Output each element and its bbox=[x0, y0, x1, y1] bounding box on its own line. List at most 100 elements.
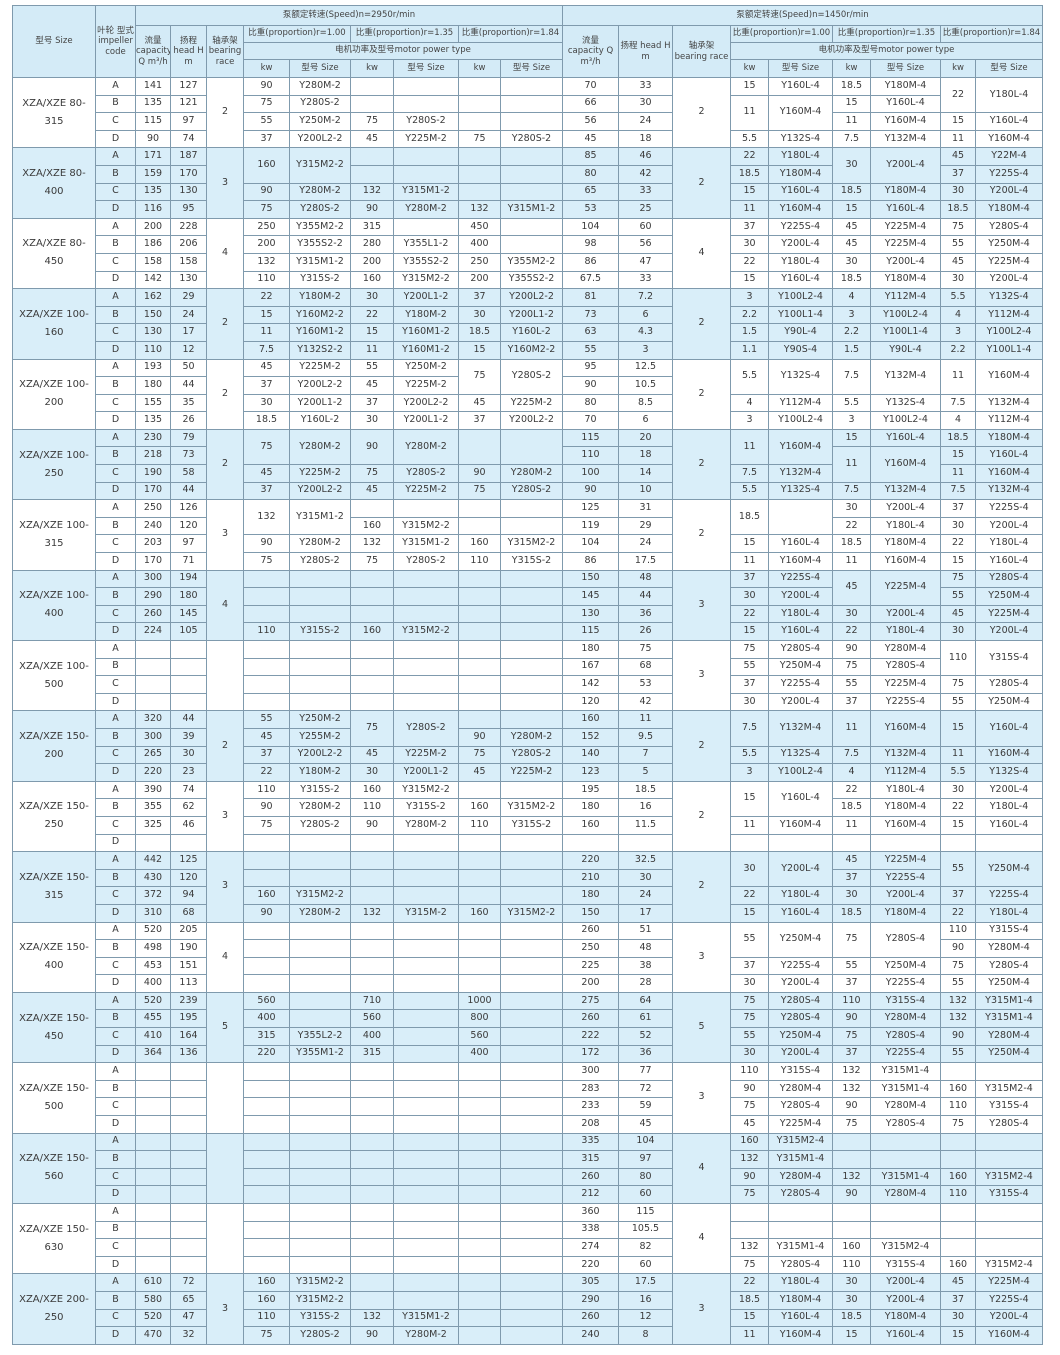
kw-cell: 90 bbox=[458, 464, 501, 483]
table-row: XZA/XZE 100-500 A 180 75 3 75 Y280S-4 90 Y280M-4… bbox=[12, 639, 1043, 712]
kw-cell: 37 bbox=[243, 376, 290, 395]
kw-cell: 90 bbox=[730, 1079, 769, 1099]
capacity-cell: 455 bbox=[135, 1009, 171, 1029]
kw-cell bbox=[458, 640, 501, 659]
kw-cell: 90 bbox=[350, 200, 394, 219]
capacity-cell: 150 bbox=[135, 305, 171, 325]
kw-cell: 90 bbox=[243, 798, 290, 817]
model-cell: XZA/XZE 150-560 bbox=[12, 1132, 96, 1205]
kw-cell bbox=[458, 939, 501, 958]
head-cell: 75 bbox=[618, 640, 673, 659]
kw-cell: 75 bbox=[350, 552, 394, 571]
motor-size-cell: Y200L2-2 bbox=[500, 288, 563, 307]
motor-size-cell: Y315M-2 bbox=[393, 903, 459, 923]
table-row: C 453 151 225 38 37 Y225S-4 55 Y250M-4 75 Y280S-4 bbox=[13, 956, 1043, 976]
kw-cell bbox=[458, 657, 501, 677]
capacity-cell: 260 bbox=[562, 1009, 619, 1029]
kw-cell: 160 bbox=[940, 1079, 976, 1099]
head-cell: 9.5 bbox=[618, 727, 673, 747]
motor-size-cell: Y160L-4 bbox=[975, 446, 1043, 466]
head-cell: 74 bbox=[170, 129, 207, 149]
impeller-code-cell: D bbox=[95, 692, 136, 712]
head-cell: 23 bbox=[170, 763, 207, 782]
kw-cell: 5.5 bbox=[730, 358, 769, 395]
kw-cell: 75 bbox=[730, 1255, 769, 1275]
motor-size-cell: Y180L-4 bbox=[870, 780, 941, 800]
head-cell: 48 bbox=[618, 939, 673, 958]
motor-size-cell: Y112M-4 bbox=[975, 411, 1043, 430]
kw-cell: 37 bbox=[730, 956, 769, 976]
motor-size-cell bbox=[393, 851, 459, 870]
table-row: B 455 195 400 560 800 260 61 75 Y280S-4 90 Y280M-4 1… bbox=[13, 1009, 1043, 1029]
bearing-cell: 4 bbox=[206, 569, 244, 642]
kw-cell: 400 bbox=[458, 235, 501, 254]
kw-cell: 30 bbox=[832, 1273, 871, 1292]
kw-cell: 55 bbox=[730, 657, 769, 677]
motor-size-cell bbox=[289, 833, 351, 853]
bearing-cell: 4 bbox=[672, 1202, 731, 1275]
capacity-cell: 172 bbox=[562, 1044, 619, 1064]
motor-size-cell: Y180L-4 bbox=[768, 147, 833, 166]
kw-cell: 30 bbox=[940, 780, 976, 800]
capacity-cell: 130 bbox=[135, 323, 171, 342]
motor-size-cell: Y225M-4 bbox=[870, 217, 941, 237]
motor-size-cell: Y225M-2 bbox=[500, 393, 563, 413]
motor-size-cell: Y160M-4 bbox=[975, 745, 1043, 765]
motor-size-cell: Y180M-4 bbox=[870, 270, 941, 290]
motor-size-cell bbox=[393, 77, 459, 96]
table-row: C 260 145 130 36 22 Y180L-4 30 Y200L-4 45 Y225M-4 bbox=[13, 604, 1043, 624]
motor-size-cell bbox=[500, 1132, 563, 1152]
table-row: B 186 206 200 Y355S2-2 280 Y355L1-2 400 98 56 30 Y2… bbox=[13, 235, 1043, 254]
motor-size-cell bbox=[500, 868, 563, 888]
motor-size-cell: Y100L2-4 bbox=[975, 323, 1043, 342]
kw-cell bbox=[350, 1132, 394, 1152]
kw-cell: 18.5 bbox=[730, 499, 769, 536]
head-cell bbox=[170, 1203, 207, 1222]
table-row: C 410 164 315 Y355L2-2 400 560 222 52 55 Y250M-4 75… bbox=[13, 1027, 1043, 1046]
impeller-code-cell: D bbox=[95, 622, 136, 641]
kw-cell: 75 bbox=[940, 1115, 976, 1134]
head-cell: 42 bbox=[618, 164, 673, 184]
impeller-code-cell: A bbox=[95, 1062, 136, 1081]
motor-size-cell: Y160M-4 bbox=[870, 112, 941, 131]
kw-cell bbox=[458, 622, 501, 641]
table-row: XZA/XZE 80-400 A 171 187 3 160 Y315M2-2 85 46 2 22… bbox=[12, 147, 1043, 219]
motor-size-cell bbox=[500, 1273, 563, 1292]
motor-size-cell: Y225S-4 bbox=[870, 692, 941, 712]
kw-cell: 400 bbox=[243, 1009, 290, 1029]
kw-cell: 110 bbox=[940, 1185, 976, 1204]
motor-size-cell bbox=[289, 675, 351, 694]
motor-size-cell bbox=[975, 1062, 1043, 1081]
capacity-cell: 115 bbox=[562, 428, 619, 448]
motor-size-cell bbox=[393, 1009, 459, 1029]
head-cell: 80 bbox=[618, 1167, 673, 1187]
kw-cell: 30 bbox=[832, 499, 871, 518]
impeller-code-cell: C bbox=[95, 1167, 136, 1187]
kw-cell: 45 bbox=[940, 604, 976, 624]
capacity-cell: 155 bbox=[135, 393, 171, 413]
table-row: XZA/XZE 80-315 A 141 127 2 90 Y280M-2 70 33 2 15 Y1… bbox=[12, 76, 1043, 149]
motor-size-cell bbox=[289, 1097, 351, 1117]
motor-size-cell: Y225S-4 bbox=[768, 675, 833, 694]
motor-size-cell bbox=[393, 217, 459, 237]
motor-size-cell: Y250M-4 bbox=[975, 235, 1043, 254]
motor-size-cell bbox=[500, 833, 563, 853]
impeller-code-cell: D bbox=[95, 200, 136, 219]
kw-cell: 132 bbox=[243, 499, 290, 536]
kw-cell: 18.5 bbox=[243, 411, 290, 430]
kw-cell bbox=[350, 587, 394, 606]
head-cell: 47 bbox=[618, 252, 673, 272]
capacity-cell: 150 bbox=[562, 903, 619, 923]
motor-size-cell: Y250M-2 bbox=[289, 710, 351, 729]
motor-size-cell: Y225M-2 bbox=[289, 464, 351, 483]
bearing-cell: 2 bbox=[206, 710, 244, 782]
kw-cell bbox=[350, 164, 394, 184]
table-row: C 190 58 45 Y225M-2 75 Y280S-2 90 Y280M-2 100 14 7.… bbox=[13, 464, 1043, 483]
capacity-cell bbox=[135, 1185, 171, 1204]
motor-size-cell bbox=[393, 886, 459, 905]
motor-size-cell bbox=[500, 1308, 563, 1328]
capacity-cell: 410 bbox=[135, 1027, 171, 1046]
table-row: XZA/XZE 150-450 A 520 239 5 560 710 1000 275 64 5 7… bbox=[12, 991, 1043, 1064]
kw-cell: 7.5 bbox=[832, 358, 871, 395]
kw-cell: 90 bbox=[940, 939, 976, 958]
